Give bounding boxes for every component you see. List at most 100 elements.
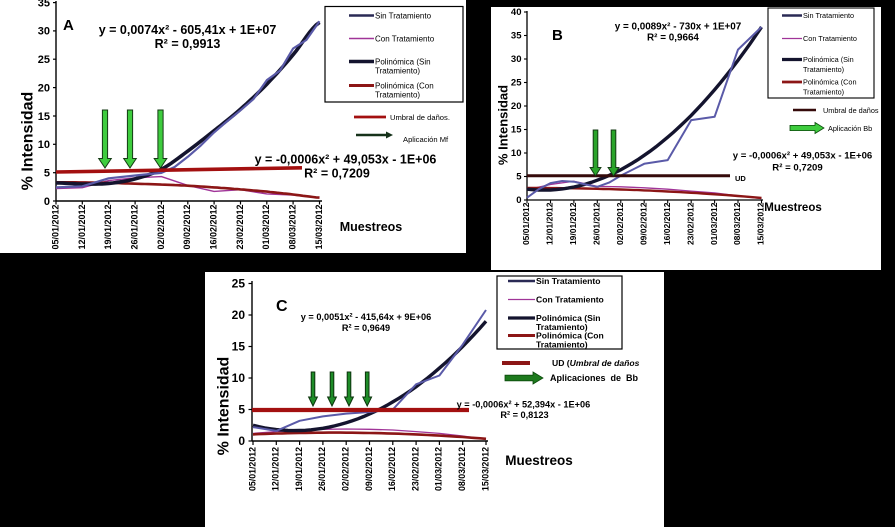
svg-text:UD: UD	[735, 174, 746, 183]
svg-text:Polinómica (Con: Polinómica (Con	[803, 78, 857, 87]
svg-text:0: 0	[516, 195, 521, 206]
svg-text:Sin Tratamiento: Sin Tratamiento	[536, 276, 600, 286]
svg-text:R² = 0,9913: R² = 0,9913	[155, 37, 221, 51]
svg-text:12/01/2012: 12/01/2012	[77, 205, 87, 250]
svg-text:5: 5	[238, 403, 245, 417]
svg-text:UD (Umbral de daños: UD (Umbral de daños	[552, 358, 640, 368]
svg-text:10: 10	[511, 148, 522, 159]
svg-text:35: 35	[38, 0, 50, 9]
svg-text:02/02/2012: 02/02/2012	[615, 202, 625, 245]
svg-text:R² = 0,8123: R² = 0,8123	[500, 410, 548, 420]
svg-text:Tratamiento): Tratamiento)	[803, 65, 844, 74]
svg-text:Aplicación Bb: Aplicación Bb	[828, 124, 872, 133]
svg-text:Polinómica (Con: Polinómica (Con	[536, 331, 604, 341]
svg-text:% Intensidad: % Intensidad	[20, 92, 37, 191]
svg-text:05/01/2012: 05/01/2012	[247, 447, 257, 491]
svg-text:25: 25	[511, 78, 522, 89]
svg-text:Polinómica (Sin: Polinómica (Sin	[803, 55, 854, 64]
svg-text:25: 25	[232, 277, 246, 291]
svg-text:19/01/2012: 19/01/2012	[568, 202, 578, 245]
svg-text:y = -0,0006x² + 52,394x - 1E+0: y = -0,0006x² + 52,394x - 1E+06	[457, 400, 591, 410]
svg-text:23/02/2012: 23/02/2012	[235, 205, 245, 250]
svg-text:15/03/2012: 15/03/2012	[314, 205, 324, 250]
svg-text:% Intensidad: % Intensidad	[216, 357, 233, 456]
svg-text:Umbral de daños: Umbral de daños	[823, 106, 879, 115]
svg-text:Tratamiento): Tratamiento)	[536, 340, 588, 350]
svg-text:Aplicación Mf: Aplicación Mf	[403, 135, 449, 144]
svg-text:B: B	[552, 27, 563, 44]
svg-text:Polinómica (Sin: Polinómica (Sin	[375, 57, 431, 66]
svg-text:0: 0	[44, 196, 50, 208]
svg-text:R² = 0,9649: R² = 0,9649	[342, 323, 390, 333]
svg-text:Tratamiento): Tratamiento)	[536, 322, 588, 332]
svg-text:25: 25	[38, 54, 50, 66]
svg-text:19/01/2012: 19/01/2012	[294, 447, 304, 491]
svg-text:30: 30	[38, 26, 50, 38]
svg-text:y = 0,0051x² - 415,64x + 9E+06: y = 0,0051x² - 415,64x + 9E+06	[301, 312, 432, 322]
svg-text:15: 15	[38, 111, 50, 123]
svg-text:20: 20	[511, 101, 522, 112]
svg-text:% Intensidad: % Intensidad	[495, 85, 510, 165]
svg-text:08/03/2012: 08/03/2012	[457, 447, 467, 491]
svg-text:01/03/2012: 01/03/2012	[434, 447, 444, 491]
svg-text:y = 0,0074x² - 605,41x + 1E+07: y = 0,0074x² - 605,41x + 1E+07	[99, 23, 277, 37]
svg-text:26/01/2012: 26/01/2012	[592, 202, 602, 245]
svg-text:C: C	[276, 298, 288, 315]
svg-text:Umbral de daños.: Umbral de daños.	[390, 113, 450, 122]
svg-text:40: 40	[511, 7, 522, 18]
svg-text:Con Tratamiento: Con Tratamiento	[803, 34, 857, 43]
svg-text:30: 30	[511, 54, 522, 65]
svg-text:Polinómica (Sin: Polinómica (Sin	[536, 313, 600, 323]
svg-text:23/02/2012: 23/02/2012	[685, 202, 695, 245]
svg-text:20: 20	[38, 82, 50, 94]
svg-text:09/02/2012: 09/02/2012	[638, 202, 648, 245]
svg-text:Aplicaciones de Bb: Aplicaciones de Bb	[550, 373, 639, 383]
svg-text:y = -0,0006x² + 49,053x - 1E+0: y = -0,0006x² + 49,053x - 1E+06	[733, 151, 872, 162]
svg-text:16/02/2012: 16/02/2012	[662, 202, 672, 245]
svg-text:Con Tratamiento: Con Tratamiento	[375, 34, 435, 43]
svg-text:12/01/2012: 12/01/2012	[271, 447, 281, 491]
svg-text:35: 35	[511, 31, 522, 42]
svg-text:15/03/2012: 15/03/2012	[756, 202, 766, 245]
svg-text:05/01/2012: 05/01/2012	[50, 205, 60, 250]
svg-text:Muestreos: Muestreos	[505, 453, 573, 468]
svg-text:y = -0,0006x² + 49,053x - 1E+0: y = -0,0006x² + 49,053x - 1E+06	[255, 153, 437, 167]
svg-text:19/01/2012: 19/01/2012	[103, 205, 113, 250]
svg-text:Polinómica (Con: Polinómica (Con	[375, 81, 434, 90]
svg-text:09/02/2012: 09/02/2012	[364, 447, 374, 491]
svg-text:02/02/2012: 02/02/2012	[341, 447, 351, 491]
svg-text:Sin Tratamiento: Sin Tratamiento	[803, 11, 854, 20]
svg-text:12/01/2012: 12/01/2012	[545, 202, 555, 245]
svg-text:20: 20	[232, 308, 246, 322]
svg-text:R² = 0,7209: R² = 0,7209	[304, 167, 370, 181]
svg-text:Sin Tratamiento: Sin Tratamiento	[375, 11, 432, 20]
svg-text:16/02/2012: 16/02/2012	[387, 447, 397, 491]
svg-text:5: 5	[516, 172, 522, 183]
svg-text:Tratamiento): Tratamiento)	[375, 90, 420, 99]
svg-text:23/02/2012: 23/02/2012	[410, 447, 420, 491]
svg-text:5: 5	[44, 168, 50, 180]
svg-text:15/03/2012: 15/03/2012	[480, 447, 490, 491]
svg-text:15: 15	[511, 125, 522, 136]
svg-text:08/03/2012: 08/03/2012	[288, 205, 298, 250]
svg-text:R² = 0,9664: R² = 0,9664	[647, 33, 699, 44]
svg-text:26/01/2012: 26/01/2012	[317, 447, 327, 491]
svg-text:Con Tratamiento: Con Tratamiento	[536, 295, 604, 305]
svg-text:y = 0,0089x² - 730x + 1E+07: y = 0,0089x² - 730x + 1E+07	[615, 22, 742, 33]
svg-text:10: 10	[38, 139, 50, 151]
svg-text:05/01/2012: 05/01/2012	[521, 202, 531, 245]
svg-text:09/02/2012: 09/02/2012	[182, 205, 192, 250]
svg-text:01/03/2012: 01/03/2012	[709, 202, 719, 245]
svg-text:10: 10	[232, 371, 246, 385]
svg-text:R² = 0,7209: R² = 0,7209	[772, 163, 822, 174]
svg-text:08/03/2012: 08/03/2012	[732, 202, 742, 245]
svg-text:A: A	[63, 17, 74, 34]
svg-text:Tratamiento): Tratamiento)	[803, 87, 844, 96]
svg-text:15: 15	[232, 340, 246, 354]
svg-text:26/01/2012: 26/01/2012	[130, 205, 140, 250]
svg-text:Muestreos: Muestreos	[764, 202, 822, 214]
svg-text:0: 0	[238, 434, 245, 448]
svg-text:02/02/2012: 02/02/2012	[156, 205, 166, 250]
svg-text:16/02/2012: 16/02/2012	[209, 205, 219, 250]
svg-text:Tratamiento): Tratamiento)	[375, 66, 420, 75]
